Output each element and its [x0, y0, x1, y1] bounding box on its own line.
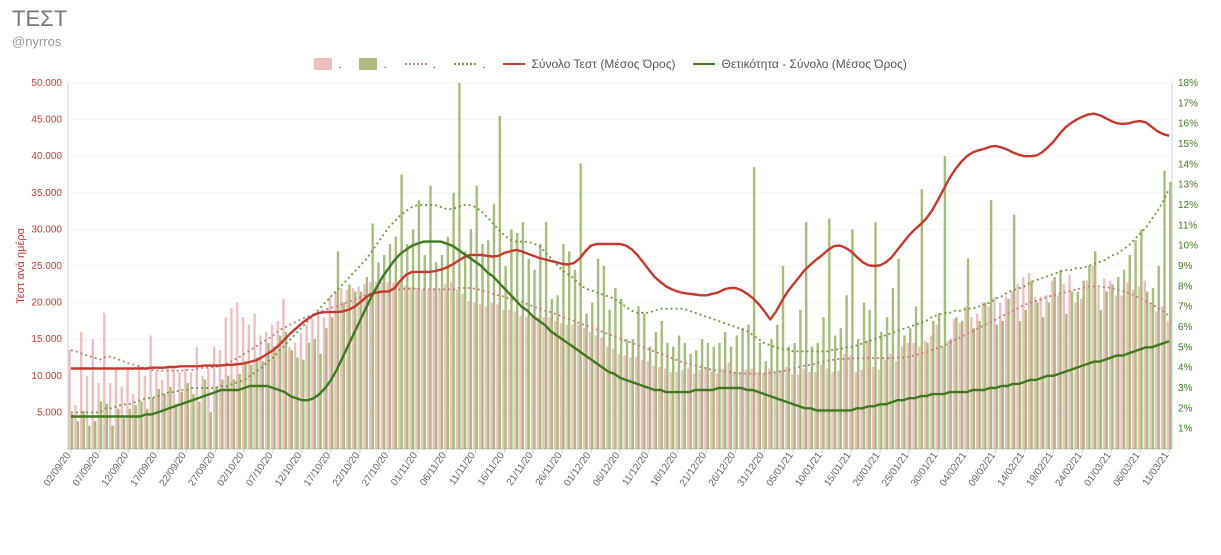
svg-text:06/12/20: 06/12/20 [591, 450, 623, 489]
svg-text:02/09/20: 02/09/20 [42, 450, 74, 489]
svg-text:13%: 13% [1178, 180, 1198, 191]
svg-text:16/11/20: 16/11/20 [476, 450, 507, 488]
svg-text:18%: 18% [1178, 78, 1198, 89]
svg-text:11/12/20: 11/12/20 [620, 450, 651, 488]
svg-text:21/11/20: 21/11/20 [505, 450, 536, 488]
svg-text:22/10/20: 22/10/20 [331, 450, 363, 489]
svg-text:6%: 6% [1178, 322, 1193, 333]
swatch-pink-bar [314, 58, 332, 70]
legend-green-line-label: Θετικότητα - Σύνολο (Μέσος Όρος) [721, 57, 906, 71]
svg-text:06/03/21: 06/03/21 [1111, 450, 1143, 489]
svg-text:25/01/21: 25/01/21 [880, 450, 912, 489]
svg-text:40.000: 40.000 [31, 151, 62, 162]
svg-text:30.000: 30.000 [31, 224, 62, 235]
svg-text:11/03/21: 11/03/21 [1141, 450, 1172, 488]
svg-text:07/10/20: 07/10/20 [244, 450, 276, 489]
svg-text:15/01/21: 15/01/21 [822, 450, 854, 489]
svg-text:01/03/21: 01/03/21 [1082, 450, 1114, 489]
legend-green-dash: . [454, 57, 485, 71]
svg-text:14/02/21: 14/02/21 [996, 450, 1028, 489]
svg-text:11/11/20: 11/11/20 [447, 450, 478, 487]
svg-text:21/12/20: 21/12/20 [678, 450, 710, 489]
svg-text:19/02/21: 19/02/21 [1025, 450, 1057, 489]
legend-pink-dash: . [405, 57, 436, 71]
svg-text:9%: 9% [1178, 261, 1193, 272]
chart-title: ΤΕΣΤ [12, 6, 1209, 32]
legend-green-bar: . [359, 57, 386, 71]
svg-text:2%: 2% [1178, 403, 1193, 414]
svg-text:06/11/20: 06/11/20 [418, 450, 449, 488]
chart-plot-area: 5.000 10.000 15.000 20.000 25.000 30.000 35.00… [12, 75, 1209, 535]
svg-text:22/09/20: 22/09/20 [158, 450, 190, 489]
swatch-green-bar [359, 58, 377, 70]
legend-green-bar-label: . [383, 57, 386, 71]
svg-text:07/09/20: 07/09/20 [71, 450, 103, 489]
svg-text:09/02/21: 09/02/21 [967, 450, 999, 489]
swatch-pink-dash [405, 63, 427, 65]
legend-pink-bar: . [314, 57, 341, 71]
svg-text:11%: 11% [1178, 220, 1197, 231]
chart-subtitle: @nyrros [12, 34, 1209, 49]
svg-text:45.000: 45.000 [31, 115, 62, 126]
svg-text:35.000: 35.000 [31, 188, 62, 199]
svg-text:30/01/21: 30/01/21 [909, 450, 941, 489]
legend-pink-bar-label: . [338, 57, 341, 71]
legend-red-line-label: Σύνολο Τεστ (Μέσος Όρος) [531, 57, 675, 71]
svg-text:12%: 12% [1178, 200, 1198, 211]
legend-green-line: Θετικότητα - Σύνολο (Μέσος Όρος) [693, 57, 906, 71]
legend-red-line: Σύνολο Τεστ (Μέσος Όρος) [503, 57, 675, 71]
swatch-red-line [503, 63, 525, 65]
svg-text:27/09/20: 27/09/20 [187, 450, 219, 489]
svg-text:15%: 15% [1178, 139, 1198, 150]
svg-text:04/02/21: 04/02/21 [938, 450, 970, 489]
svg-text:31/12/20: 31/12/20 [736, 450, 768, 489]
svg-text:10.000: 10.000 [31, 371, 62, 382]
svg-text:50.000: 50.000 [31, 78, 62, 89]
svg-text:16%: 16% [1178, 119, 1198, 130]
svg-text:17%: 17% [1178, 98, 1198, 109]
svg-text:16/12/20: 16/12/20 [649, 450, 681, 489]
svg-text:26/11/20: 26/11/20 [534, 450, 565, 488]
svg-text:8%: 8% [1178, 281, 1193, 292]
legend-green-dash-label: . [482, 57, 485, 71]
swatch-green-line [693, 63, 715, 65]
svg-text:7%: 7% [1178, 302, 1193, 313]
svg-text:20/01/21: 20/01/21 [851, 450, 883, 489]
svg-text:14%: 14% [1178, 159, 1198, 170]
svg-text:5.000: 5.000 [37, 407, 62, 418]
svg-text:25.000: 25.000 [31, 261, 62, 272]
svg-text:01/12/20: 01/12/20 [562, 450, 594, 489]
svg-text:27/10/20: 27/10/20 [360, 450, 392, 489]
legend-pink-dash-label: . [433, 57, 436, 71]
svg-text:3%: 3% [1178, 383, 1193, 394]
svg-text:12/10/20: 12/10/20 [273, 450, 305, 489]
swatch-green-dash [454, 63, 476, 65]
legend: . . . . Σύνολο Τεστ (Μέσος Όρος) Θετικότ… [12, 57, 1209, 71]
svg-text:02/10/20: 02/10/20 [215, 450, 247, 489]
svg-text:01/11/20: 01/11/20 [389, 450, 420, 488]
svg-text:26/12/20: 26/12/20 [707, 450, 739, 489]
svg-text:10/01/21: 10/01/21 [793, 450, 825, 489]
svg-text:Τεστ ανά ημέρα: Τεστ ανά ημέρα [15, 227, 27, 303]
svg-text:24/02/21: 24/02/21 [1054, 450, 1086, 489]
svg-text:20.000: 20.000 [31, 298, 62, 309]
svg-text:4%: 4% [1178, 363, 1193, 374]
svg-text:17/10/20: 17/10/20 [302, 450, 334, 489]
svg-text:1%: 1% [1178, 424, 1193, 435]
svg-text:05/01/21: 05/01/21 [765, 450, 797, 489]
svg-text:10%: 10% [1178, 241, 1198, 252]
svg-text:17/09/20: 17/09/20 [129, 450, 161, 489]
svg-text:5%: 5% [1178, 342, 1193, 353]
svg-text:12/09/20: 12/09/20 [100, 450, 132, 489]
chart-svg: 5.000 10.000 15.000 20.000 25.000 30.000 35.00… [12, 75, 1209, 535]
chart-container: ΤΕΣΤ @nyrros . . . . Σύνολο Τεστ (Μέσος … [0, 0, 1221, 555]
svg-text:15.000: 15.000 [31, 334, 62, 345]
